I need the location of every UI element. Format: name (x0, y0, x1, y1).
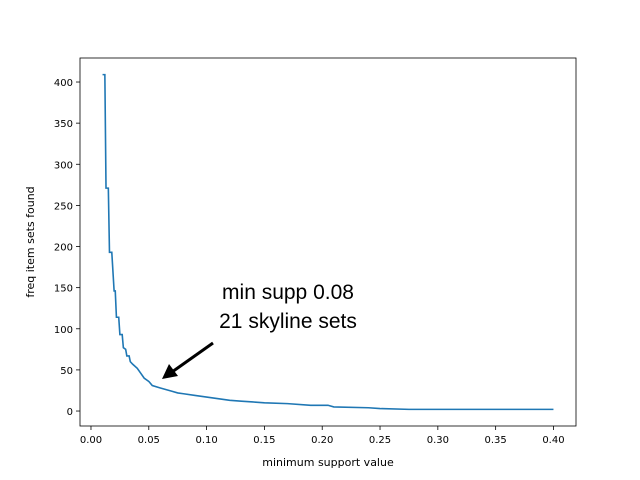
x-tick-label: 0.20 (311, 435, 333, 446)
x-tick-label: 0.30 (427, 435, 449, 446)
y-tick-label: 100 (54, 325, 73, 336)
y-axis-label: freq item sets found (24, 186, 37, 297)
annotation-arrow (171, 341, 214, 374)
y-tick-label: 50 (60, 366, 73, 377)
x-tick-label: 0.15 (253, 435, 275, 446)
annotation: 21 skyline sets (219, 310, 357, 333)
x-tick-label: 0.00 (80, 435, 102, 446)
x-tick-label: 0.25 (369, 435, 391, 446)
data-line (102, 73, 554, 411)
x-tick-label: 0.05 (138, 435, 160, 446)
y-tick-label: 400 (54, 78, 73, 89)
annotation-arrowhead (162, 364, 178, 379)
x-tick-label: 0.35 (485, 435, 507, 446)
y-tick-label: 250 (54, 201, 73, 212)
y-tick-label: 300 (54, 160, 73, 171)
x-tick-label: 0.40 (542, 435, 564, 446)
annotation: min supp 0.08 (222, 281, 354, 304)
y-tick-label: 350 (54, 119, 73, 130)
y-tick-label: 150 (54, 284, 73, 295)
y-tick-label: 0 (67, 407, 73, 418)
y-tick-label: 200 (54, 243, 73, 254)
x-axis-label: minimum support value (262, 456, 394, 469)
x-tick-label: 0.10 (195, 435, 217, 446)
plot-frame (79, 57, 577, 427)
